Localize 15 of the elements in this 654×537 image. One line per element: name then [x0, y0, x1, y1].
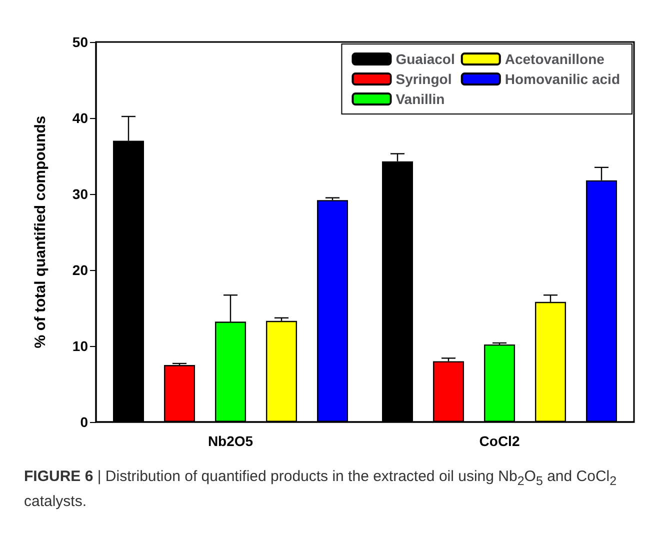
x-tick-label: Nb2O5 — [208, 433, 254, 449]
legend-label: Homovanilic acid — [504, 71, 620, 87]
y-tick-label: 0 — [80, 414, 88, 430]
y-tick-label: 30 — [72, 186, 88, 202]
y-tick-label: 40 — [72, 110, 88, 126]
legend-label: Acetovanillone — [504, 51, 605, 67]
legend-label: Guaiacol — [396, 51, 455, 67]
y-axis-title: % of total quantified compounds — [32, 116, 49, 348]
y-tick-label: 20 — [72, 262, 88, 278]
text: FIGURE 6 | Distribution of quantified products in the extracted oil using Nb$_{2}$O$_{5}$ and CoCl$_{2}$ catalysts. — [24, 468, 617, 510]
x-tick-label: CoCl2 — [479, 433, 520, 449]
legend-label: Vanillin — [396, 91, 445, 107]
legend-label: Syringol — [396, 71, 452, 87]
y-tick-label: 50 — [72, 34, 88, 50]
y-tick-label: 10 — [72, 338, 88, 354]
